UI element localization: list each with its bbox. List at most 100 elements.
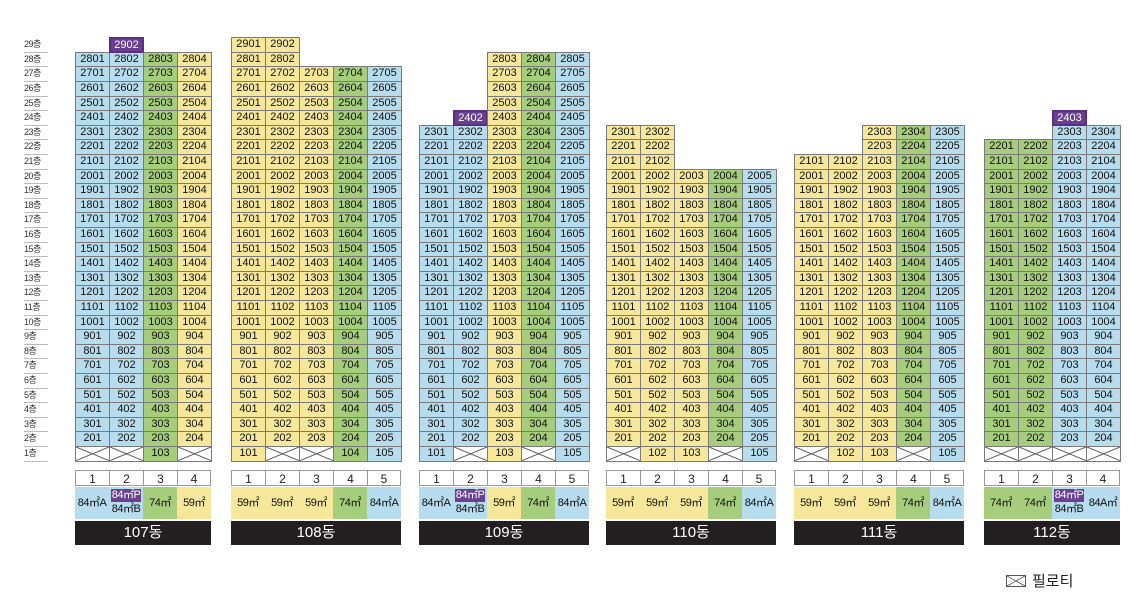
unit-cell: 2301 <box>419 124 454 141</box>
unit-cell: 1304 <box>1086 270 1121 287</box>
unit-cell: 502 <box>1018 387 1053 404</box>
unit-cell: 2501 <box>75 95 110 112</box>
unit-cell: 203 <box>487 431 522 447</box>
unit-cell: 801 <box>419 343 454 360</box>
unit-cell: 1701 <box>231 212 266 228</box>
unit-cell: 302 <box>265 416 300 433</box>
unit-cell: 1302 <box>828 270 863 287</box>
unit-cell: 903 <box>143 329 178 345</box>
unit-cell: 2202 <box>265 139 300 155</box>
unit-cell: 1905 <box>930 183 965 199</box>
unit-cell: 903 <box>1052 329 1087 345</box>
unit-cell: 301 <box>419 416 454 433</box>
unit-cell: 102 <box>640 446 675 462</box>
unit-cell: 202 <box>109 431 144 447</box>
unit-cell: 1202 <box>828 285 863 301</box>
unit-cell: 901 <box>75 329 110 345</box>
unit-type: 74㎡ <box>521 487 555 519</box>
floor-label: 27층 <box>24 66 48 82</box>
unit-cell: 703 <box>862 358 897 374</box>
line-number: 1 <box>419 470 453 486</box>
line-number: 4 <box>333 470 367 486</box>
unit-cell: 304 <box>177 416 212 433</box>
unit-cell: 401 <box>606 402 641 418</box>
unit-cell: 1101 <box>75 300 110 316</box>
floor-label: 3층 <box>24 417 48 433</box>
unit-cell: 905 <box>555 329 590 345</box>
unit-cell: 2601 <box>75 81 110 97</box>
unit-cell: 1603 <box>862 227 897 243</box>
unit-type: 84㎡A <box>75 487 109 519</box>
unit-cell: 105 <box>367 446 402 462</box>
unit-cell: 2004 <box>708 168 743 185</box>
unit-cell: 1605 <box>555 227 590 243</box>
unit-cell: 1801 <box>75 197 110 214</box>
unit-cell: 1502 <box>1018 241 1053 258</box>
unit-cell: 1802 <box>1018 197 1053 214</box>
unit-cell: 2201 <box>606 139 641 155</box>
unit-cell: 2202 <box>1018 139 1053 155</box>
unit-cell: 1203 <box>674 285 709 301</box>
unit-cell: 404 <box>177 402 212 418</box>
unit-cell: 1903 <box>1052 183 1087 199</box>
unit-cell: 1402 <box>453 256 488 272</box>
unit-cell: 402 <box>640 402 675 418</box>
piloti-cross-icon <box>521 446 556 462</box>
unit-cell: 1803 <box>1052 197 1087 214</box>
unit-cell: 2705 <box>367 66 402 82</box>
unit-cell: 901 <box>794 329 829 345</box>
unit-cell: 1105 <box>742 300 777 316</box>
unit-cell: 803 <box>674 343 709 360</box>
unit-cell: 1303 <box>1052 270 1087 287</box>
line-number: 1 <box>794 470 828 486</box>
unit-cell: 1104 <box>333 300 368 316</box>
unit-cell: 601 <box>75 373 110 389</box>
unit-cell: 1605 <box>930 227 965 243</box>
unit-cell: 2102 <box>640 154 675 170</box>
unit-cell: 2204 <box>896 139 931 155</box>
unit-cell: 1504 <box>333 241 368 258</box>
unit-cell: 203 <box>299 431 334 447</box>
line-number: 2 <box>1018 470 1052 486</box>
unit-cell: 2704 <box>333 66 368 82</box>
unit-cell: 1202 <box>453 285 488 301</box>
unit-cell: 2005 <box>742 168 777 185</box>
unit-cell: 1204 <box>708 285 743 301</box>
unit-cell: 1702 <box>1018 212 1053 228</box>
unit-type: 74㎡ <box>896 487 930 519</box>
line-number: 2 <box>453 470 487 486</box>
unit-cell: 2101 <box>606 154 641 170</box>
unit-cell: 1305 <box>742 270 777 287</box>
unit-cell: 2303 <box>1052 124 1087 141</box>
unit-cell: 602 <box>453 373 488 389</box>
unit-cell: 904 <box>896 329 931 345</box>
unit-cell: 2203 <box>487 139 522 155</box>
unit-cell: 2003 <box>862 168 897 185</box>
unit-cell: 1001 <box>231 314 266 331</box>
unit-cell: 204 <box>1086 431 1121 447</box>
unit-cell: 402 <box>453 402 488 418</box>
unit-cell: 1104 <box>896 300 931 316</box>
unit-cell: 2001 <box>606 168 641 185</box>
unit-cell: 903 <box>862 329 897 345</box>
unit-type: 74㎡ <box>333 487 367 519</box>
unit-cell: 801 <box>794 343 829 360</box>
unit-cell: 2505 <box>555 95 590 112</box>
unit-cell: 204 <box>708 431 743 447</box>
line-number: 3 <box>299 470 333 486</box>
unit-cell: 2005 <box>555 168 590 185</box>
unit-cell: 204 <box>521 431 556 447</box>
unit-cell: 103 <box>143 446 178 462</box>
unit-cell: 301 <box>984 416 1019 433</box>
unit-cell: 2604 <box>177 81 212 97</box>
unit-cell: 501 <box>231 387 266 404</box>
unit-cell: 501 <box>606 387 641 404</box>
unit-cell: 604 <box>1086 373 1121 389</box>
building-name: 108동 <box>231 521 401 545</box>
unit-cell: 1801 <box>606 197 641 214</box>
floor-label: 7층 <box>24 358 48 374</box>
unit-cell: 2603 <box>487 81 522 97</box>
unit-cell: 602 <box>640 373 675 389</box>
unit-cell: 1001 <box>984 314 1019 331</box>
unit-cell: 102 <box>828 446 863 462</box>
